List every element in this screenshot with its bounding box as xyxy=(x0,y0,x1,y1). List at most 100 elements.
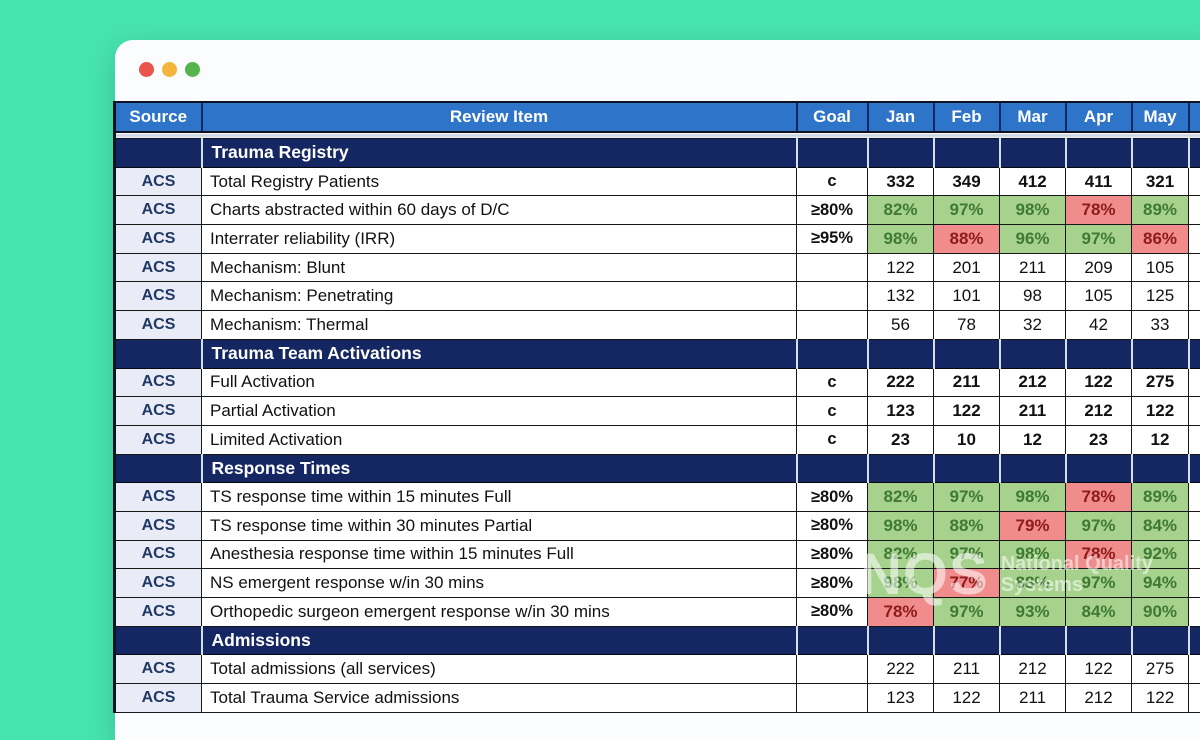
source-cell: ACS xyxy=(115,368,202,397)
maximize-button[interactable] xyxy=(185,62,200,77)
source-cell: ACS xyxy=(115,540,202,569)
column-header-goal: Goal xyxy=(797,102,868,132)
section-value-cell xyxy=(1066,339,1132,368)
partial-cell xyxy=(1189,425,1200,454)
section-value-cell xyxy=(868,139,934,168)
value-cell: 275 xyxy=(1132,655,1189,684)
goal-cell: ≥95% xyxy=(797,225,868,254)
value-cell: 78% xyxy=(1066,540,1132,569)
value-cell: 212 xyxy=(1000,655,1066,684)
value-cell: 98% xyxy=(868,225,934,254)
value-cell: 97% xyxy=(934,598,1000,627)
source-cell: ACS xyxy=(115,511,202,540)
value-cell: 78 xyxy=(934,311,1000,340)
review-item-cell: Mechanism: Blunt xyxy=(202,253,797,282)
column-header-source: Source xyxy=(115,102,202,132)
source-cell: ACS xyxy=(115,253,202,282)
section-value-cell xyxy=(1000,626,1066,655)
section-title-cell: Trauma Registry xyxy=(202,139,797,168)
section-value-cell xyxy=(1066,454,1132,483)
goal-cell: c xyxy=(797,425,868,454)
goal-cell: c xyxy=(797,167,868,196)
goal-cell: ≥80% xyxy=(797,483,868,512)
value-cell: 97% xyxy=(934,540,1000,569)
window-controls xyxy=(139,62,200,77)
section-value-cell xyxy=(868,626,934,655)
value-cell: 123 xyxy=(868,397,934,426)
column-header-feb: Feb xyxy=(934,102,1000,132)
value-cell: 97% xyxy=(934,483,1000,512)
review-item-cell: Total admissions (all services) xyxy=(202,655,797,684)
section-source-cell xyxy=(115,626,202,655)
section-row: Trauma Registry xyxy=(115,139,1200,168)
value-cell: 23 xyxy=(868,425,934,454)
review-item-cell: NS emergent response w/in 30 mins xyxy=(202,569,797,598)
section-value-cell xyxy=(1000,339,1066,368)
section-value-cell xyxy=(868,454,934,483)
partial-cell xyxy=(1189,483,1200,512)
value-cell: 321 xyxy=(1132,167,1189,196)
source-cell: ACS xyxy=(115,598,202,627)
section-title-cell: Response Times xyxy=(202,454,797,483)
column-header-review-item: Review Item xyxy=(202,102,797,132)
review-item-cell: TS response time within 15 minutes Full xyxy=(202,483,797,512)
partial-cell xyxy=(1189,511,1200,540)
value-cell: 92% xyxy=(1132,540,1189,569)
value-cell: 122 xyxy=(1132,684,1189,713)
value-cell: 132 xyxy=(868,282,934,311)
partial-cell xyxy=(1189,655,1200,684)
value-cell: 93% xyxy=(1000,598,1066,627)
value-cell: 84% xyxy=(1132,511,1189,540)
section-title-cell: Trauma Team Activations xyxy=(202,339,797,368)
value-cell: 105 xyxy=(1066,282,1132,311)
value-cell: 412 xyxy=(1000,167,1066,196)
source-cell: ACS xyxy=(115,483,202,512)
value-cell: 12 xyxy=(1132,425,1189,454)
value-cell: 122 xyxy=(1066,368,1132,397)
section-goal-cell xyxy=(797,626,868,655)
partial-cell xyxy=(1189,684,1200,713)
value-cell: 98 xyxy=(1000,282,1066,311)
review-item-cell: Charts abstracted within 60 days of D/C xyxy=(202,196,797,225)
value-cell: 10 xyxy=(934,425,1000,454)
source-cell: ACS xyxy=(115,282,202,311)
section-value-cell xyxy=(1132,454,1189,483)
close-button[interactable] xyxy=(139,62,154,77)
value-cell: 82% xyxy=(868,540,934,569)
value-cell: 42 xyxy=(1066,311,1132,340)
goal-cell xyxy=(797,253,868,282)
column-header-mar: Mar xyxy=(1000,102,1066,132)
value-cell: 78% xyxy=(1066,483,1132,512)
review-item-cell: Mechanism: Penetrating xyxy=(202,282,797,311)
goal-cell: c xyxy=(797,397,868,426)
section-value-cell xyxy=(1132,139,1189,168)
review-item-cell: Total Registry Patients xyxy=(202,167,797,196)
value-cell: 211 xyxy=(1000,253,1066,282)
minimize-button[interactable] xyxy=(162,62,177,77)
value-cell: 201 xyxy=(934,253,1000,282)
value-cell: 122 xyxy=(868,253,934,282)
value-cell: 222 xyxy=(868,368,934,397)
review-item-cell: Orthopedic surgeon emergent response w/i… xyxy=(202,598,797,627)
source-cell: ACS xyxy=(115,569,202,598)
partial-cell xyxy=(1189,598,1200,627)
section-row: Admissions xyxy=(115,626,1200,655)
column-header-jan: Jan xyxy=(868,102,934,132)
review-item-cell: Partial Activation xyxy=(202,397,797,426)
value-cell: 122 xyxy=(1066,655,1132,684)
section-goal-cell xyxy=(797,339,868,368)
value-cell: 90% xyxy=(1132,598,1189,627)
value-cell: 275 xyxy=(1132,368,1189,397)
value-cell: 101 xyxy=(934,282,1000,311)
review-item-cell: Limited Activation xyxy=(202,425,797,454)
review-item-cell: TS response time within 30 minutes Parti… xyxy=(202,511,797,540)
section-value-cell xyxy=(934,626,1000,655)
goal-cell: ≥80% xyxy=(797,598,868,627)
